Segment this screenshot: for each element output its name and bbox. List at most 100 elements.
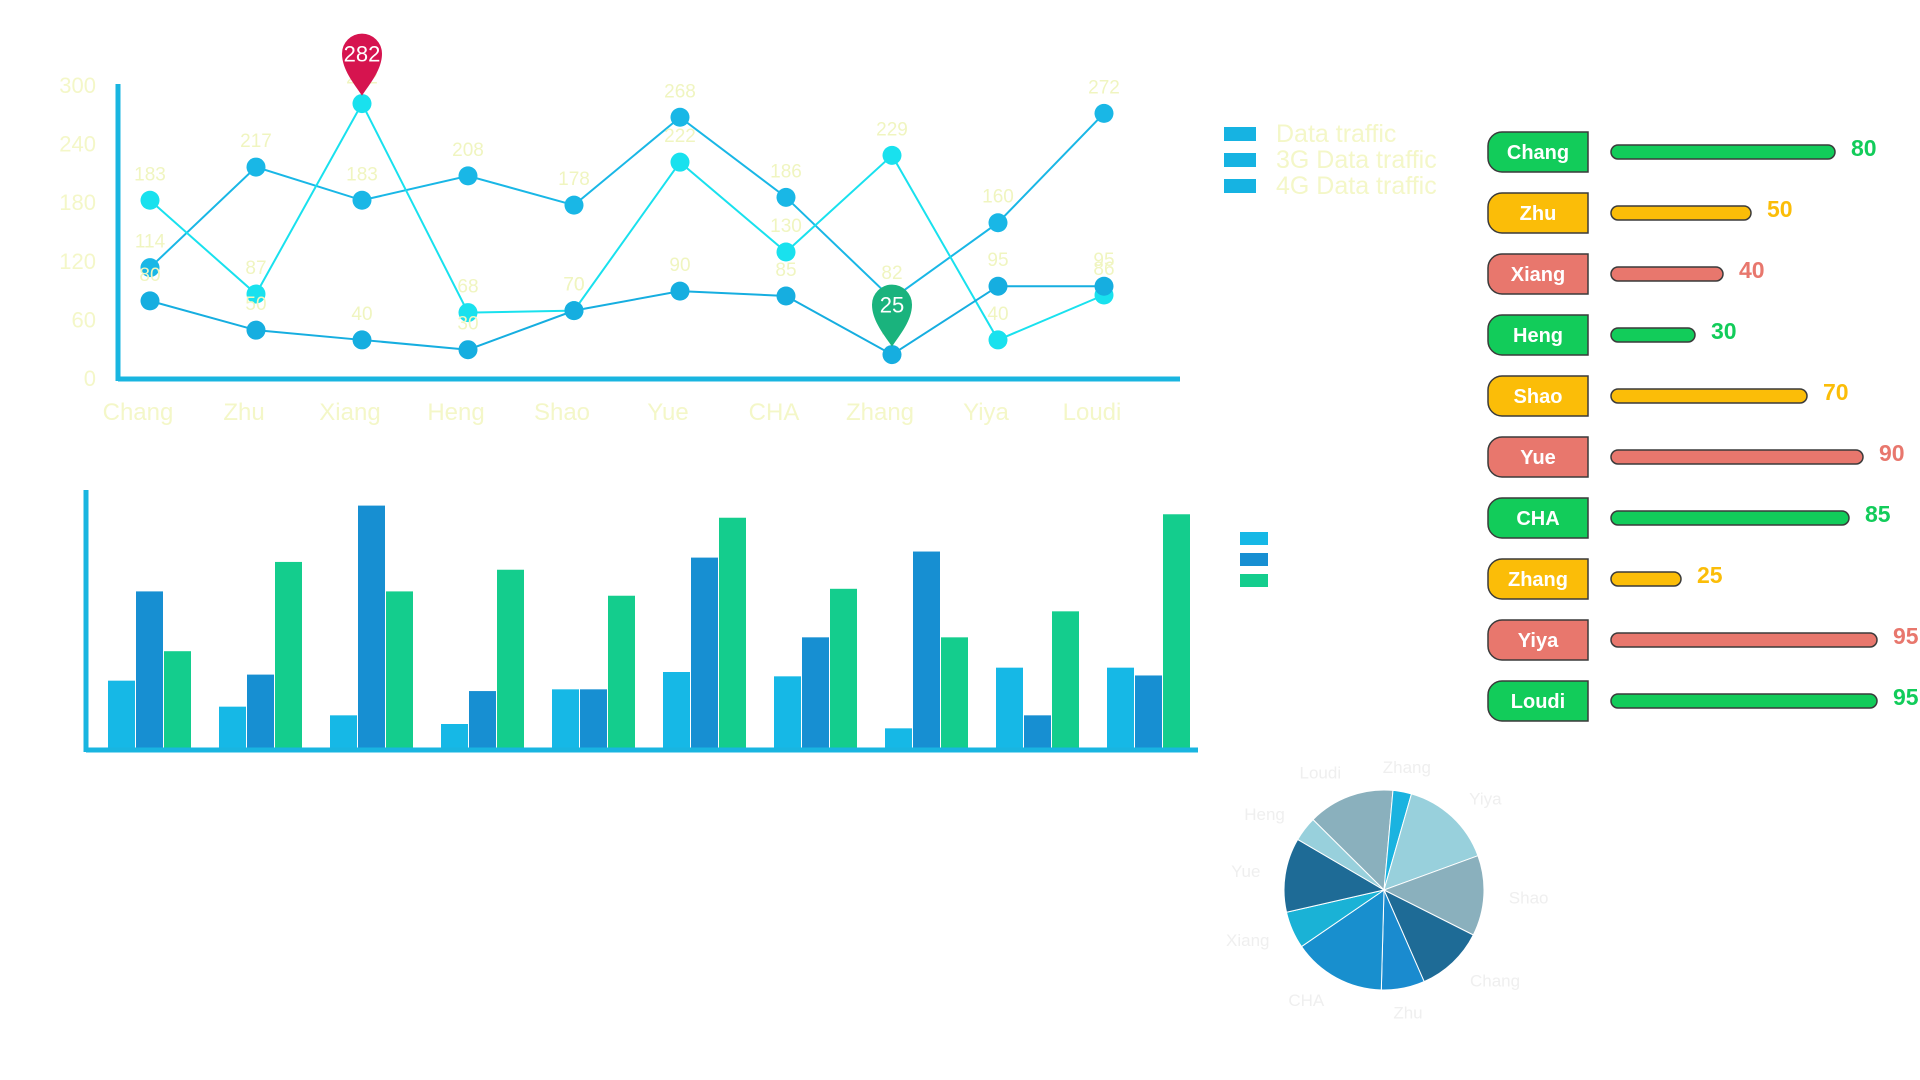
pie-slice: [1382, 888, 1474, 983]
line-data-label: 160: [982, 187, 1014, 208]
legend-swatch: [1224, 127, 1256, 141]
line-point: [988, 276, 1008, 296]
progress-badge-label: Zhang: [1508, 569, 1568, 591]
line-point: [458, 166, 478, 186]
bar: [552, 689, 579, 750]
bar: [164, 651, 191, 750]
bar: [469, 691, 496, 750]
progress-badge-label: Xiang: [1511, 264, 1565, 286]
line-data-label: 114: [135, 232, 166, 253]
progress-value: 40: [1739, 257, 1765, 283]
bar: [441, 724, 468, 750]
line-chart-y-tick: 180: [59, 190, 96, 215]
bar: [913, 551, 940, 750]
line-chart-x-tick: Xiang: [319, 399, 380, 426]
progress-value: 95: [1893, 623, 1919, 649]
pie-slice: [1297, 818, 1385, 891]
line-chart-x-tick: Yue: [647, 399, 688, 426]
bar: [996, 667, 1023, 750]
line-chart-x-tick: Loudi: [1063, 399, 1122, 426]
progress-value: 25: [1697, 562, 1723, 588]
line-data-label: 90: [669, 255, 690, 276]
line-point: [352, 190, 372, 210]
progress-row: Zhang 25: [1487, 558, 1723, 600]
line-data-label: 222: [664, 126, 696, 147]
progress-badge-label: Loudi: [1511, 691, 1565, 713]
bar: [941, 637, 968, 750]
line-data-label: 229: [876, 119, 908, 140]
pie-slice: [1382, 855, 1485, 936]
line-data-label: 80: [139, 265, 160, 286]
line-data-label: 87: [245, 258, 266, 279]
line-data-label: 30: [457, 314, 478, 335]
line-point: [246, 284, 266, 304]
bar-legend-swatch: [1240, 532, 1268, 545]
progress-bar-fill: [1610, 266, 1724, 282]
progress-badge-label: Heng: [1513, 325, 1563, 347]
pie-label: Loudi: [1300, 764, 1342, 783]
progress-value: 80: [1851, 135, 1877, 161]
line-data-label: 183: [346, 164, 378, 185]
progress-badge-label: CHA: [1516, 508, 1559, 530]
progress-badge: [1487, 680, 1589, 722]
progress-bar-fill: [1610, 449, 1864, 465]
line-chart-y-tick: 240: [59, 132, 96, 157]
line-point: [882, 145, 902, 165]
bar: [330, 715, 357, 750]
progress-row: Shao 70: [1487, 375, 1849, 417]
line-data-label: 85: [775, 260, 796, 281]
line-point: [352, 330, 372, 350]
progress-value: 30: [1711, 318, 1737, 344]
bar: [275, 561, 302, 750]
line-chart-x-tick: Zhang: [846, 399, 914, 426]
line-chart-x-tick: Shao: [534, 399, 590, 426]
pie-label: Zhu: [1393, 1004, 1422, 1023]
progress-badge-label: Chang: [1507, 142, 1569, 164]
line-data-label: 40: [987, 304, 1008, 325]
progress-bar-fill: [1610, 205, 1752, 221]
progress-bars-group: Chang 80 Zhu 50 Xiang 40 Heng 30 Shao 70 Yue 90 CHA 8…: [1487, 131, 1919, 722]
line-data-label: 183: [134, 164, 166, 185]
bar: [608, 595, 635, 750]
line-chart-x-tick: Zhu: [223, 399, 264, 426]
line-data-label: 95: [1093, 250, 1114, 271]
line-data-label: 186: [770, 161, 802, 182]
pie-label: Heng: [1244, 805, 1285, 824]
max-pin-label: 282: [344, 42, 381, 67]
line-point: [140, 291, 160, 311]
pie-slice: [1300, 889, 1385, 991]
bar-legend-swatch: [1240, 574, 1268, 587]
progress-row: CHA 85: [1487, 497, 1891, 539]
line-point: [776, 286, 796, 306]
progress-badge-label: Yiya: [1518, 630, 1559, 652]
line-point: [246, 157, 266, 177]
pie-slice: [1283, 838, 1386, 913]
min-pin-label: 25: [880, 293, 904, 318]
line-chart-y-tick: 60: [72, 307, 96, 332]
bar: [580, 689, 607, 750]
line-chart-x-tick: Chang: [103, 399, 174, 426]
progress-bar-fill: [1610, 388, 1808, 404]
progress-badge-label: Yue: [1520, 447, 1556, 469]
line-data-label: 40: [351, 304, 372, 325]
line-point: [564, 301, 584, 321]
line-data-label: 68: [457, 277, 478, 298]
progress-badge: [1487, 192, 1589, 234]
bar: [691, 557, 718, 750]
line-point: [1094, 276, 1114, 296]
pie-chart-group: Loudi Zhang Yiya Shao Chang Zhu CHA Xiang Yue Hen…: [1226, 758, 1548, 1023]
line-chart-x-tick: Heng: [427, 399, 484, 426]
pie-slice: [1312, 789, 1394, 892]
pie-label: Yiya: [1469, 790, 1502, 809]
legend-label: Data traffic: [1276, 120, 1396, 148]
line-data-label: 95: [987, 250, 1008, 271]
progress-badge: [1487, 497, 1589, 539]
legend-label: 4G Data traffic: [1276, 172, 1437, 200]
progress-row: Yiya 95: [1487, 619, 1919, 661]
legend-swatch: [1224, 179, 1256, 193]
progress-row: Yue 90: [1487, 436, 1905, 478]
progress-value: 90: [1879, 440, 1905, 466]
bar: [663, 672, 690, 750]
legend-swatch: [1224, 153, 1256, 167]
